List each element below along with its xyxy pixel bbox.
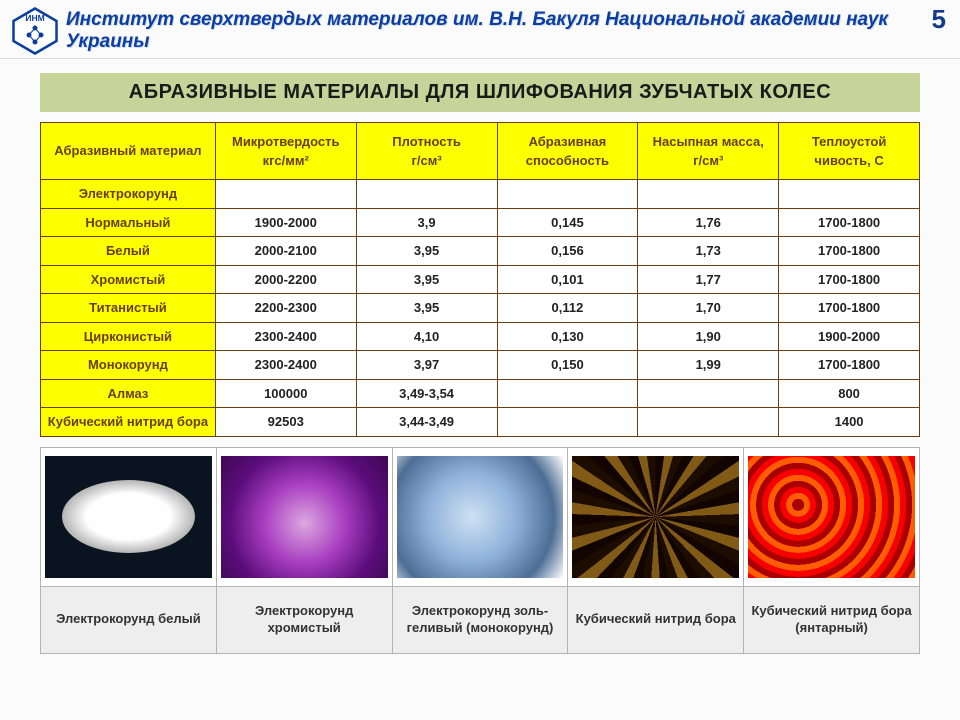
cell (638, 379, 779, 408)
table-row: Кубический нитрид бора925033,44-3,49 1400 (41, 408, 920, 437)
logo-text: ИНМ (25, 13, 44, 23)
column-header: Абразивнаяспособность (497, 123, 638, 180)
cell: 3,95 (356, 237, 497, 266)
cell (356, 180, 497, 209)
row-label: Цирконистый (41, 322, 216, 351)
cell: 800 (779, 379, 920, 408)
cell: 2200-2300 (215, 294, 356, 323)
row-label: Титанистый (41, 294, 216, 323)
section-title-bar: АБРАЗИВНЫЕ МАТЕРИАЛЫ ДЛЯ ШЛИФОВАНИЯ ЗУБЧ… (40, 73, 920, 112)
page-number: 5 (932, 4, 946, 35)
institute-logo: ИНМ (10, 6, 60, 56)
cell: 0,150 (497, 351, 638, 380)
cell: 3,49-3,54 (356, 379, 497, 408)
table-row: Алмаз1000003,49-3,54 800 (41, 379, 920, 408)
cell (497, 408, 638, 437)
cell: 3,95 (356, 265, 497, 294)
cell (638, 408, 779, 437)
row-label: Электрокорунд (41, 180, 216, 209)
sample-image-cell (392, 447, 568, 586)
row-label: Кубический нитрид бора (41, 408, 216, 437)
table-row: Белый2000-21003,950,1561,731700-1800 (41, 237, 920, 266)
sample-image-cell (744, 447, 920, 586)
cell (638, 180, 779, 209)
cell: 1,77 (638, 265, 779, 294)
table-row: Хромистый2000-22003,950,1011,771700-1800 (41, 265, 920, 294)
cell: 0,156 (497, 237, 638, 266)
row-label: Белый (41, 237, 216, 266)
cell: 1,76 (638, 208, 779, 237)
cell: 1,99 (638, 351, 779, 380)
page-header: ИНМ Институт сверхтвердых материалов им.… (0, 0, 960, 59)
column-header: Теплоустойчивость, С (779, 123, 920, 180)
cell: 2300-2400 (215, 322, 356, 351)
cell: 1700-1800 (779, 294, 920, 323)
cell (497, 180, 638, 209)
cell: 0,112 (497, 294, 638, 323)
cell: 2000-2100 (215, 237, 356, 266)
cell: 2300-2400 (215, 351, 356, 380)
sample-image-cell (41, 447, 217, 586)
row-label: Нормальный (41, 208, 216, 237)
column-header: Микротвердостькгс/мм² (215, 123, 356, 180)
sample-swatch (45, 456, 212, 578)
table-row: Нормальный1900-20003,90,1451,761700-1800 (41, 208, 920, 237)
cell: 3,95 (356, 294, 497, 323)
table-row: Электрокорунд (41, 180, 920, 209)
sample-label: Электрокорунд золь-геливый (монокорунд) (392, 586, 568, 653)
cell: 1700-1800 (779, 265, 920, 294)
abrasive-materials-table: Абразивный материалМикротвердостькгс/мм²… (40, 122, 920, 437)
row-label: Алмаз (41, 379, 216, 408)
sample-swatch (221, 456, 388, 578)
sample-image-cell (216, 447, 392, 586)
cell (215, 180, 356, 209)
cell (497, 379, 638, 408)
cell: 4,10 (356, 322, 497, 351)
cell: 3,9 (356, 208, 497, 237)
column-header: Насыпная масса,г/см³ (638, 123, 779, 180)
cell: 3,44-3,49 (356, 408, 497, 437)
sample-label: Электрокорунд белый (41, 586, 217, 653)
cell: 100000 (215, 379, 356, 408)
table-row: Монокорунд2300-24003,970,1501,991700-180… (41, 351, 920, 380)
row-label: Хромистый (41, 265, 216, 294)
institute-title: Институт сверхтвердых материалов им. В.Н… (60, 9, 940, 53)
cell (779, 180, 920, 209)
section-title: АБРАЗИВНЫЕ МАТЕРИАЛЫ ДЛЯ ШЛИФОВАНИЯ ЗУБЧ… (129, 81, 831, 103)
sample-swatch (397, 456, 564, 578)
cell: 1700-1800 (779, 208, 920, 237)
sample-label: Кубический нитрид бора (568, 586, 744, 653)
cell: 0,101 (497, 265, 638, 294)
cell: 0,145 (497, 208, 638, 237)
cell: 92503 (215, 408, 356, 437)
sample-label: Электрокорунд хромистый (216, 586, 392, 653)
table-row: Титанистый2200-23003,950,1121,701700-180… (41, 294, 920, 323)
column-header: Плотностьг/см³ (356, 123, 497, 180)
cell: 1,90 (638, 322, 779, 351)
cell: 1,70 (638, 294, 779, 323)
cell: 1700-1800 (779, 351, 920, 380)
sample-images-table: Электрокорунд белыйЭлектрокорунд хромист… (40, 447, 920, 654)
sample-swatch (572, 456, 739, 578)
table-row: Цирконистый2300-24004,100,1301,901900-20… (41, 322, 920, 351)
sample-image-cell (568, 447, 744, 586)
cell: 1900-2000 (215, 208, 356, 237)
cell: 1900-2000 (779, 322, 920, 351)
cell: 1,73 (638, 237, 779, 266)
cell: 2000-2200 (215, 265, 356, 294)
sample-swatch (748, 456, 915, 578)
sample-label: Кубический нитрид бора (янтарный) (744, 586, 920, 653)
cell: 0,130 (497, 322, 638, 351)
row-label: Монокорунд (41, 351, 216, 380)
cell: 1400 (779, 408, 920, 437)
column-header: Абразивный материал (41, 123, 216, 180)
cell: 3,97 (356, 351, 497, 380)
cell: 1700-1800 (779, 237, 920, 266)
